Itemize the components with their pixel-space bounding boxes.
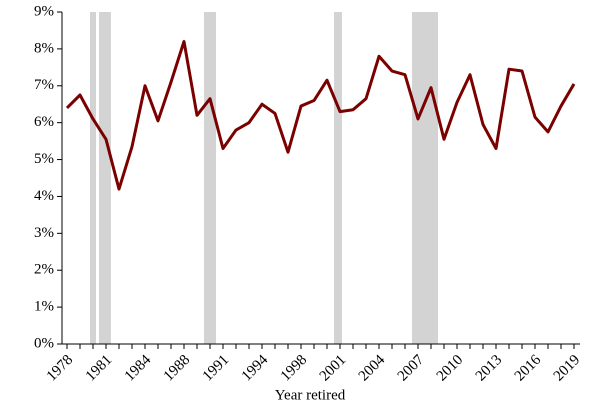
x-tick-label: 2019 (551, 352, 584, 385)
shaded-range (412, 12, 439, 344)
x-tick-label: 2001 (317, 352, 350, 385)
y-tick-label: 4% (34, 188, 54, 204)
y-tick-label: 0% (34, 335, 54, 351)
y-tick-label: 8% (34, 40, 54, 56)
x-tick-label: 1998 (278, 352, 311, 385)
series-line (65, 40, 576, 191)
shaded-range (90, 12, 96, 344)
x-tick-label: 2010 (434, 352, 467, 385)
y-tick-label: 6% (34, 114, 54, 130)
x-tick-label: 2007 (395, 352, 428, 385)
shaded-range (98, 12, 111, 344)
y-tick-label: 7% (34, 77, 54, 93)
x-tick-label: 1984 (122, 352, 155, 385)
y-tick-label: 3% (34, 225, 54, 241)
y-tick-label: 9% (34, 3, 54, 19)
x-tick-label: 1991 (200, 352, 233, 385)
y-tick-label: 1% (34, 299, 54, 315)
x-tick-label: 1981 (83, 352, 116, 385)
y-tick-label: 5% (34, 151, 54, 167)
x-tick-label: 2013 (473, 352, 506, 385)
x-tick-label: 1978 (44, 352, 77, 385)
shaded-range (204, 12, 216, 344)
x-tick-label: 2004 (356, 352, 389, 385)
shaded-range (334, 12, 342, 344)
x-axis-title: Year retired (275, 387, 346, 403)
x-tick-label: 1988 (161, 352, 194, 385)
x-tick-label: 2016 (512, 352, 545, 385)
y-tick-label: 2% (34, 262, 54, 278)
x-tick-label: 1994 (239, 352, 272, 385)
